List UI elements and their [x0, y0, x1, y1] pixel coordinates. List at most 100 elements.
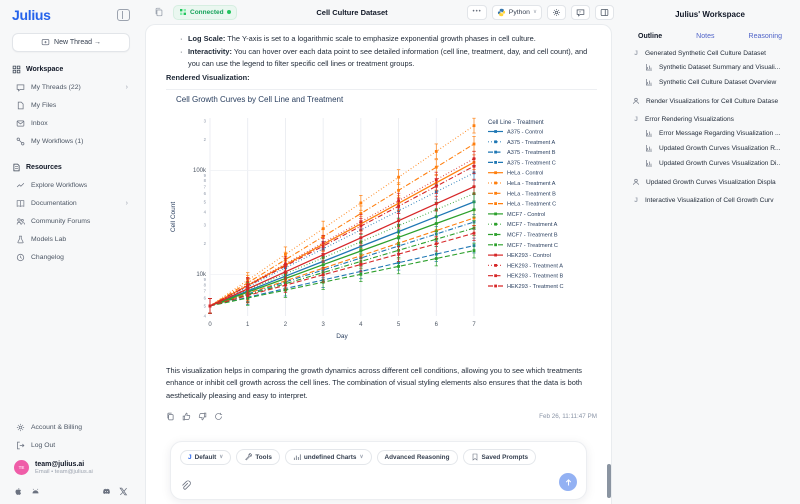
sidebar-item-community-forums[interactable]: Community Forums — [12, 212, 130, 230]
closing-paragraph: This visualization helps in comparing th… — [166, 365, 583, 400]
outline-item[interactable]: J Interactive Visualization of Cell Grow… — [632, 197, 800, 204]
charts-chip[interactable]: undefined Charts ∨ — [284, 449, 372, 465]
workspace-panel-title: Julius' Workspace — [675, 10, 745, 19]
svg-text:5: 5 — [397, 322, 401, 328]
outline-subitem[interactable]: Updated Growth Curves Visualization R... — [645, 144, 800, 153]
svg-text:8: 8 — [204, 282, 207, 287]
tools-chip[interactable]: Tools — [236, 449, 280, 465]
sidebar-item-explore-workflows[interactable]: Explore Workflows — [12, 176, 130, 194]
svg-text:4: 4 — [359, 322, 363, 328]
copy-message-icon[interactable] — [166, 412, 175, 421]
new-thread-button[interactable]: New Thread → — [12, 33, 130, 52]
svg-text:100k: 100k — [193, 168, 207, 174]
sidebar-item-models-lab[interactable]: Models Lab — [12, 230, 130, 248]
sidebar-item-my-workflows[interactable]: My Workflows (1) — [12, 132, 130, 150]
model-chip-default[interactable]: J Default ∨ — [180, 449, 232, 465]
toggle-panel-button[interactable] — [595, 4, 614, 20]
sidebar-item-inbox[interactable]: Inbox — [12, 114, 130, 132]
sidebar-collapse-icon[interactable] — [117, 9, 130, 21]
svg-text:A375 - Control: A375 - Control — [507, 129, 543, 135]
svg-text:7: 7 — [472, 322, 476, 328]
logout-label: Log Out — [31, 441, 56, 449]
svg-text:3: 3 — [321, 322, 325, 328]
regenerate-icon[interactable] — [214, 412, 223, 421]
chevron-right-icon: › — [125, 199, 128, 207]
more-options-button[interactable]: ••• — [467, 4, 487, 20]
user-profile[interactable]: TE team@julius.ai Email • team@julius.ai — [14, 460, 130, 475]
svg-text:HeLa - Treatment C: HeLa - Treatment C — [507, 201, 556, 207]
connected-status-badge[interactable]: Connected — [173, 4, 237, 20]
tab-outline[interactable]: Outline — [638, 33, 663, 40]
android-icon[interactable] — [31, 487, 40, 496]
svg-text:A375 - Treatment C: A375 - Treatment C — [507, 160, 556, 166]
assistant-message: · Log Scale: The Y-axis is set to a loga… — [146, 25, 611, 421]
chart-title: Cell Growth Curves by Cell Line and Trea… — [176, 94, 344, 104]
flask-icon — [16, 235, 25, 244]
svg-text:MCF7 - Control: MCF7 - Control — [507, 212, 545, 218]
svg-text:Cell Line - Treatment: Cell Line - Treatment — [488, 120, 544, 126]
bullet-interactivity: · Interactivity: You can hover over each… — [180, 46, 588, 69]
julius-logo[interactable]: Julius — [12, 7, 51, 23]
outline-item[interactable]: J Error Rendering Visualizations — [632, 116, 800, 123]
language-selector[interactable]: Python ∨ — [491, 4, 542, 20]
scrollbar-thumb[interactable] — [607, 464, 611, 498]
help-chat-button[interactable]: ? — [571, 4, 590, 20]
tab-reasoning[interactable]: Reasoning — [748, 33, 782, 40]
message-timestamp: Feb 26, 11:11:47 PM — [539, 412, 597, 420]
x-twitter-icon[interactable] — [119, 487, 128, 496]
gear-icon — [553, 8, 560, 16]
advanced-reasoning-chip[interactable]: Advanced Reasoning — [376, 449, 458, 465]
bullet-log-scale: · Log Scale: The Y-axis is set to a loga… — [180, 34, 536, 43]
logout-icon — [16, 441, 25, 450]
settings-button[interactable] — [547, 4, 566, 20]
inbox-icon — [16, 119, 25, 128]
saved-prompts-chip[interactable]: Saved Prompts — [462, 449, 537, 465]
svg-text:7: 7 — [204, 288, 207, 293]
outline-subitem[interactable]: Synthetic Cell Culture Dataset Overview — [645, 78, 800, 87]
logout-button[interactable]: Log Out — [12, 436, 130, 454]
outline-subitem[interactable]: Error Message Regarding Visualization ..… — [645, 129, 800, 138]
svg-text:HeLa - Control: HeLa - Control — [507, 170, 543, 176]
outline-subitem[interactable]: Updated Growth Curves Visualization Di.. — [645, 159, 800, 168]
left-sidebar: Julius New Thread → Workspace My Threads… — [0, 0, 140, 504]
svg-text:A375 - Treatment A: A375 - Treatment A — [507, 140, 555, 146]
chart-block: Cell Growth Curves by Cell Line and Trea… — [166, 95, 597, 357]
send-button[interactable] — [559, 473, 577, 491]
sidebar-item-my-files[interactable]: My Files — [12, 96, 130, 114]
sidebar-item-documentation[interactable]: Documentation › — [12, 194, 130, 212]
trend-icon — [16, 181, 25, 190]
copy-thread-button[interactable] — [150, 5, 168, 20]
outline-item-user[interactable]: Render Visualizations for Cell Culture D… — [632, 97, 800, 106]
user-email-sub: Email • team@julius.ai — [35, 468, 93, 475]
svg-text:7: 7 — [204, 184, 207, 189]
svg-text:6: 6 — [435, 322, 439, 328]
workspace-panel: Julius' Workspace Outline Notes Reasonin… — [620, 0, 800, 504]
bookmark-icon — [472, 453, 477, 461]
attach-paperclip-icon[interactable] — [180, 480, 191, 491]
sidebar-item-label: My Files — [31, 101, 57, 109]
thumbs-up-icon[interactable] — [182, 412, 191, 421]
outline-item[interactable]: J Generated Synthetic Cell Culture Datas… — [632, 50, 800, 57]
svg-text:MCF7 - Treatment B: MCF7 - Treatment B — [507, 232, 558, 238]
tab-notes[interactable]: Notes — [696, 33, 715, 40]
svg-text:9: 9 — [204, 277, 207, 282]
message-input[interactable] — [197, 477, 553, 491]
svg-text:?: ? — [579, 10, 581, 14]
user-icon — [632, 97, 641, 106]
sidebar-item-changelog[interactable]: Changelog — [12, 248, 130, 266]
outline-subitem[interactable]: Synthetic Dataset Summary and Visuali... — [645, 63, 800, 72]
chart-icon — [293, 454, 301, 460]
chevron-down-icon: ∨ — [219, 454, 224, 460]
apple-icon[interactable] — [14, 487, 23, 496]
outline-item-user[interactable]: Updated Growth Curves Visualization Disp… — [632, 178, 800, 187]
chart-icon — [645, 78, 654, 87]
sidebar-item-label: Explore Workflows — [31, 181, 88, 189]
sidebar-item-my-threads[interactable]: My Threads (22) › — [12, 78, 130, 96]
chart-icon — [645, 144, 654, 153]
svg-text:3: 3 — [204, 222, 207, 227]
thumbs-down-icon[interactable] — [198, 412, 207, 421]
discord-icon[interactable] — [102, 487, 111, 496]
account-billing-button[interactable]: Account & Billing — [12, 418, 130, 436]
arrow-up-icon — [565, 478, 571, 485]
